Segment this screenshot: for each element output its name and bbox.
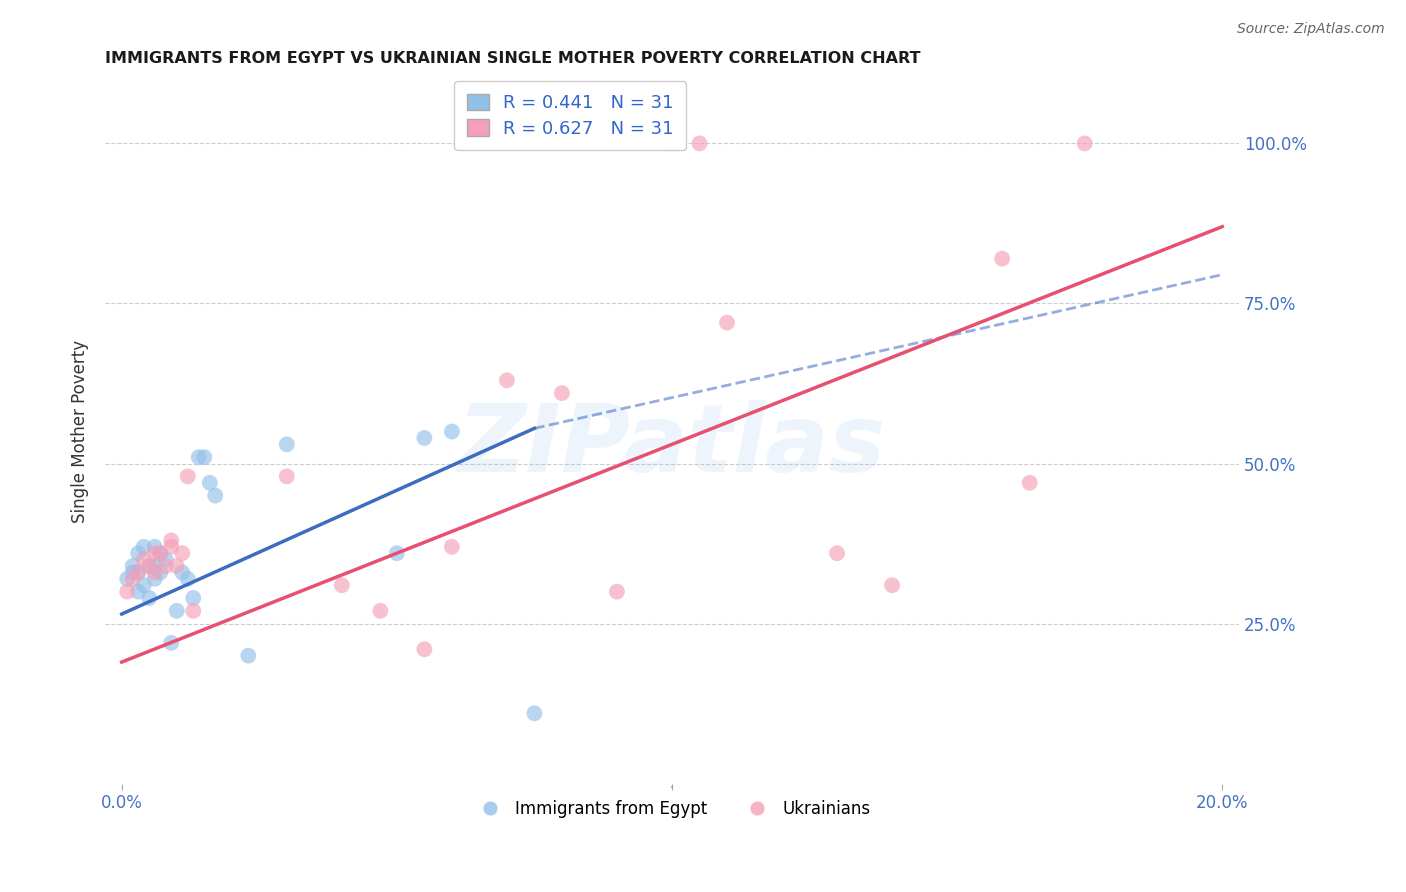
- Point: [127, 584, 149, 599]
- Legend: Immigrants from Egypt, Ukrainians: Immigrants from Egypt, Ukrainians: [467, 793, 877, 825]
- Point: [127, 546, 149, 560]
- Point: [825, 546, 848, 560]
- Text: Source: ZipAtlas.com: Source: ZipAtlas.com: [1237, 22, 1385, 37]
- Point: [166, 604, 188, 618]
- Point: [149, 566, 172, 580]
- Point: [276, 437, 298, 451]
- Point: [551, 386, 574, 401]
- Point: [177, 572, 200, 586]
- Point: [181, 604, 204, 618]
- Point: [204, 489, 226, 503]
- Point: [172, 566, 194, 580]
- Point: [138, 559, 160, 574]
- Point: [160, 540, 183, 554]
- Point: [276, 469, 298, 483]
- Point: [143, 540, 166, 554]
- Point: [138, 591, 160, 605]
- Point: [132, 540, 155, 554]
- Point: [1018, 475, 1040, 490]
- Point: [132, 578, 155, 592]
- Point: [155, 559, 177, 574]
- Point: [138, 559, 160, 574]
- Point: [440, 540, 463, 554]
- Point: [143, 566, 166, 580]
- Point: [177, 469, 200, 483]
- Point: [440, 425, 463, 439]
- Point: [187, 450, 209, 465]
- Point: [193, 450, 215, 465]
- Point: [385, 546, 408, 560]
- Point: [160, 533, 183, 548]
- Point: [1073, 136, 1095, 151]
- Point: [115, 572, 138, 586]
- Point: [149, 546, 172, 560]
- Point: [689, 136, 711, 151]
- Point: [127, 566, 149, 580]
- Point: [121, 559, 143, 574]
- Point: [523, 706, 546, 721]
- Point: [121, 572, 143, 586]
- Point: [413, 431, 436, 445]
- Point: [143, 572, 166, 586]
- Point: [115, 584, 138, 599]
- Point: [160, 636, 183, 650]
- Point: [121, 566, 143, 580]
- Point: [143, 546, 166, 560]
- Point: [166, 559, 188, 574]
- Point: [238, 648, 260, 663]
- Point: [413, 642, 436, 657]
- Point: [330, 578, 353, 592]
- Point: [172, 546, 194, 560]
- Point: [880, 578, 903, 592]
- Point: [661, 136, 683, 151]
- Point: [370, 604, 392, 618]
- Text: ZIPatlas: ZIPatlas: [458, 400, 886, 491]
- Point: [181, 591, 204, 605]
- Point: [716, 316, 738, 330]
- Point: [149, 546, 172, 560]
- Text: IMMIGRANTS FROM EGYPT VS UKRAINIAN SINGLE MOTHER POVERTY CORRELATION CHART: IMMIGRANTS FROM EGYPT VS UKRAINIAN SINGL…: [105, 51, 921, 66]
- Point: [127, 566, 149, 580]
- Point: [143, 559, 166, 574]
- Point: [991, 252, 1014, 266]
- Point: [132, 552, 155, 566]
- Point: [198, 475, 221, 490]
- Y-axis label: Single Mother Poverty: Single Mother Poverty: [72, 340, 89, 523]
- Point: [496, 373, 519, 387]
- Point: [155, 552, 177, 566]
- Point: [606, 584, 628, 599]
